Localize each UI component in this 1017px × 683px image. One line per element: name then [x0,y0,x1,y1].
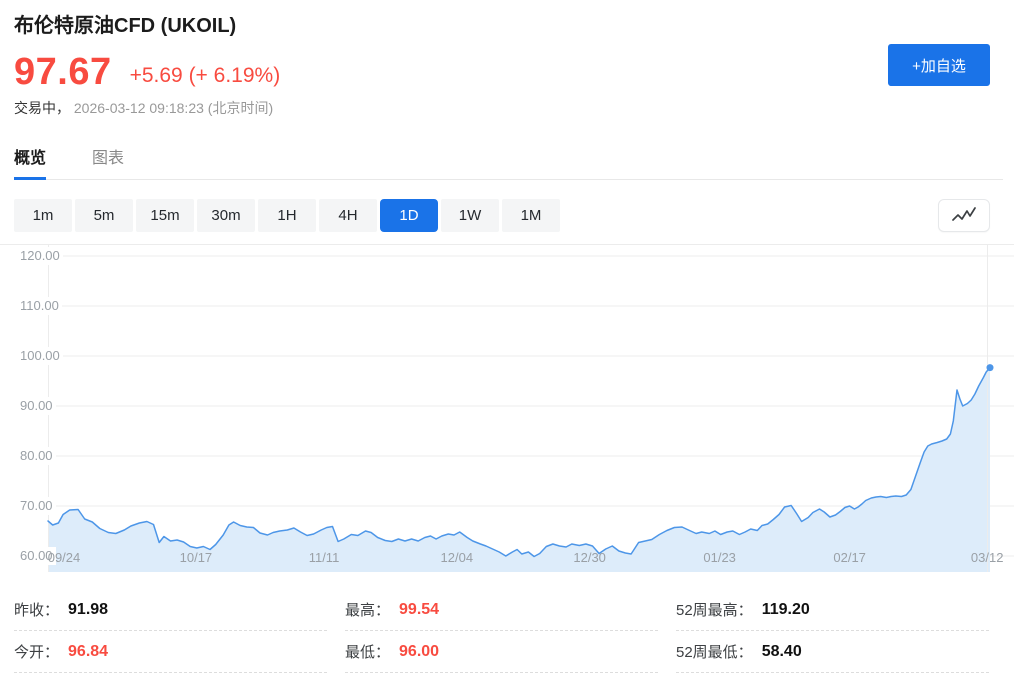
y-axis-tick: 100.00 [20,347,63,365]
page-title: 布伦特原油CFD (UKOIL) [14,15,237,37]
stat-label: 52周最高： [676,602,753,619]
tab-bar: 概览 图表 [14,144,1003,180]
stat-label: 最高： [345,602,391,619]
x-axis-tick: 09/24 [47,550,81,565]
timeframe-1H[interactable]: 1H [258,199,316,232]
stat-value: 96.84 [68,642,109,660]
stat-value: 96.00 [399,642,440,660]
line-chart-icon [951,206,977,225]
current-price: 97.67 [14,51,112,93]
stats-column: 52周最高： 119.20 52周最低： 58.40 [676,589,989,673]
stat-52w-low: 52周最低： 58.40 [676,631,989,673]
y-axis-tick: 70.00 [20,497,56,515]
stat-open: 今开： 96.84 [14,631,327,673]
stat-low: 最低： 96.00 [345,631,658,673]
trading-status: 交易中， [14,100,70,116]
trading-status-row: 交易中， 2026-03-12 09:18:23 (北京时间) [14,100,1003,116]
x-axis-tick: 12/30 [573,550,606,565]
y-axis-tick: 120.00 [20,247,63,265]
timezone-label: (北京时间) [207,100,274,116]
stat-52w-high: 52周最高： 119.20 [676,589,989,631]
chart-type-button[interactable] [938,199,990,232]
stats-grid: 昨收： 91.98 今开： 96.84 最高： 99.54 最低： 96.00 … [14,589,989,673]
stat-value: 119.20 [761,600,810,618]
stats-column: 最高： 99.54 最低： 96.00 [345,589,658,673]
price-change: +5.69 (+ 6.19%) [129,64,281,87]
timeframe-5m[interactable]: 5m [75,199,133,232]
x-axis-tick: 11/11 [308,550,340,565]
tab-overview[interactable]: 概览 [14,144,47,180]
stat-value: 58.40 [761,642,802,660]
x-axis-tick: 01/23 [703,550,736,565]
stat-value: 99.54 [399,600,440,618]
stat-label: 今开： [14,644,60,661]
x-axis-tick: 03/12 [970,550,1004,565]
price-chart[interactable]: 120.00 110.00 100.00 90.00 80.00 70.00 60.00 0… [0,244,1017,572]
tab-chart[interactable]: 图表 [92,150,125,167]
quote-timestamp: 2026-03-12 09:18:23 [73,100,204,116]
timeframe-4H[interactable]: 4H [319,199,377,232]
stat-high: 最高： 99.54 [345,589,658,631]
chart-toolbar: 1m 5m 15m 30m 1H 4H 1D 1W 1M [14,199,990,232]
price-chart-svg[interactable] [0,244,1017,572]
y-axis-tick: 80.00 [20,447,56,465]
timeframe-1D[interactable]: 1D [380,199,438,232]
stat-prev-close: 昨收： 91.98 [14,589,327,631]
y-axis-tick: 110.00 [20,297,62,315]
y-axis-tick: 60.00 [20,547,56,565]
y-axis-tick: 90.00 [20,397,56,415]
timeframe-30m[interactable]: 30m [197,199,255,232]
timeframe-strip: 1m 5m 15m 30m 1H 4H 1D 1W 1M [14,199,560,232]
stat-label: 昨收： [14,602,60,619]
stat-label: 52周最低： [676,644,753,661]
stat-value: 91.98 [68,600,109,618]
stats-column: 昨收： 91.98 今开： 96.84 [14,589,327,673]
price-row: 97.67 +5.69 (+ 6.19%) [14,52,1003,92]
timeframe-1M[interactable]: 1M [502,199,560,232]
timeframe-1m[interactable]: 1m [14,199,72,232]
stat-label: 最低： [345,644,391,661]
x-axis-tick: 12/04 [440,550,474,565]
x-axis-tick: 10/17 [179,550,213,565]
add-watchlist-button[interactable]: +加自选 [888,44,990,86]
x-axis-tick: 02/17 [833,550,866,565]
header: 布伦特原油CFD (UKOIL) 97.67 +5.69 (+ 6.19%) 交… [0,0,1017,116]
timeframe-1W[interactable]: 1W [441,199,499,232]
timeframe-15m[interactable]: 15m [136,199,194,232]
